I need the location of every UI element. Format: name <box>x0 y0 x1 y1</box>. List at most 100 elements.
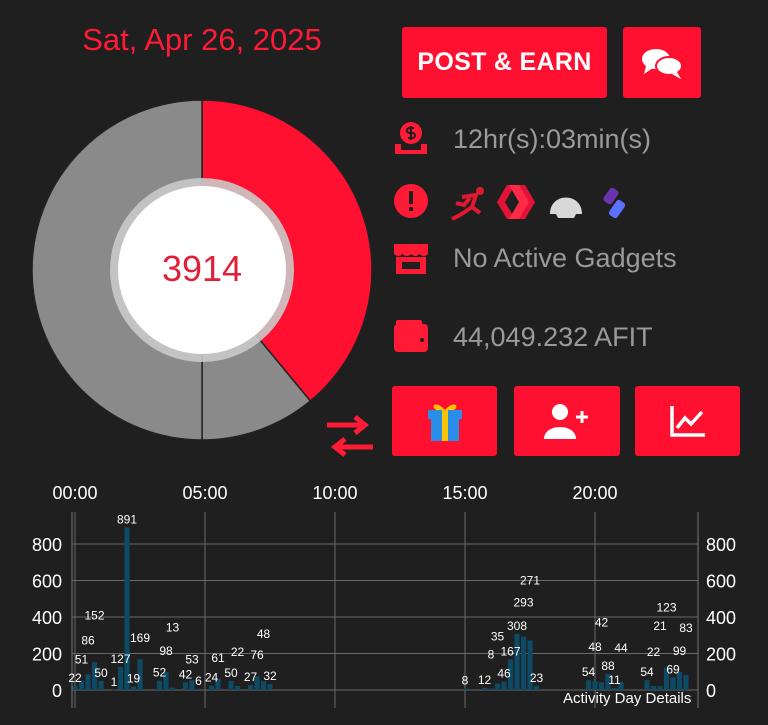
y-tick-left: 400 <box>32 608 62 628</box>
activity-bar <box>527 640 533 690</box>
activity-bar <box>644 680 650 690</box>
y-tick-right: 600 <box>706 572 736 592</box>
y-tick-left: 0 <box>52 681 62 701</box>
activity-bar <box>663 667 670 690</box>
activity-bar <box>533 685 540 690</box>
activity-bar <box>494 683 501 690</box>
activity-bar <box>657 686 663 690</box>
bar-value-label: 69 <box>666 662 680 676</box>
activity-bar <box>78 680 85 690</box>
bar-value-label: 169 <box>130 631 150 645</box>
add-friend-button[interactable] <box>514 386 620 456</box>
activity-bar <box>228 680 234 690</box>
activity-bar <box>481 687 488 690</box>
activity-bar <box>98 680 104 690</box>
activity-bar <box>91 662 98 690</box>
activity-bar <box>507 659 514 690</box>
bar-value-label: 12 <box>478 673 492 687</box>
chat-button[interactable] <box>623 27 701 98</box>
bar-value-label: 50 <box>224 666 238 680</box>
hive-icon[interactable] <box>497 185 539 219</box>
activity-bar <box>618 681 624 690</box>
donut-center <box>118 186 286 354</box>
activity-bar <box>137 659 143 690</box>
activity-bar <box>488 688 494 690</box>
bar-value-label: 123 <box>656 601 676 615</box>
bar-value-label: 52 <box>153 666 167 680</box>
activity-donut <box>31 99 373 441</box>
runner-icon[interactable] <box>450 185 490 221</box>
activity-bar <box>267 684 273 690</box>
bar-value-label: 19 <box>127 672 141 686</box>
activity-bar <box>254 676 260 690</box>
activity-bar <box>598 682 605 690</box>
bar-value-label: 54 <box>640 665 654 679</box>
bar-value-label: 22 <box>231 645 245 659</box>
bar-value-label: 127 <box>110 652 130 666</box>
bar-value-label: 61 <box>211 651 225 665</box>
activity-bar <box>611 687 618 690</box>
activity-bar <box>501 681 507 690</box>
token-logo-icon[interactable] <box>600 186 628 220</box>
y-tick-left: 800 <box>32 535 62 555</box>
gift-icon <box>427 404 462 441</box>
chat-bubbles-icon <box>642 48 683 79</box>
bar-value-label: 167 <box>500 645 520 659</box>
activity-bar <box>234 685 241 690</box>
bar-value-label: 54 <box>582 665 596 679</box>
activity-bar <box>72 685 78 690</box>
x-tick: 10:00 <box>312 483 358 503</box>
bar-value-label: 86 <box>81 633 95 647</box>
bar-value-label: 293 <box>513 596 533 610</box>
bar-value-label: 308 <box>507 619 527 633</box>
activity-bar <box>592 681 598 690</box>
x-tick: 05:00 <box>182 483 228 503</box>
bar-value-label: 42 <box>179 667 193 681</box>
steps-count: 3914 <box>161 248 243 289</box>
activity-bar <box>650 685 657 690</box>
bar-value-label: 24 <box>205 671 219 685</box>
bar-value-label: 891 <box>117 512 137 526</box>
stats-button[interactable] <box>635 386 740 456</box>
coin-deposit-icon <box>395 122 427 154</box>
gift-button[interactable] <box>392 386 497 456</box>
swap-arrows-icon[interactable] <box>325 413 375 459</box>
alert-icon <box>394 184 428 218</box>
bar-value-label: 22 <box>647 645 661 659</box>
bar-value-label: 23 <box>530 671 544 685</box>
bar-value-label: 99 <box>673 644 687 658</box>
helmet-icon[interactable] <box>548 186 584 218</box>
bar-value-label: 98 <box>159 644 173 658</box>
shop-icon <box>394 244 428 274</box>
bar-value-label: 6 <box>195 674 202 688</box>
y-tick-right: 0 <box>706 681 716 701</box>
activity-bar <box>215 678 221 690</box>
activity-bar <box>189 680 195 690</box>
activity-bar <box>520 636 527 690</box>
activity-bar <box>683 674 689 690</box>
y-tick-right: 200 <box>706 645 736 665</box>
bar-value-label: 53 <box>185 652 199 666</box>
activity-bar <box>195 688 202 690</box>
y-tick-left: 600 <box>32 572 62 592</box>
bar-value-label: 50 <box>94 666 108 680</box>
activity-bar <box>169 687 176 690</box>
chart-legend: Activity Day Details <box>563 690 692 707</box>
activity-bar <box>130 686 137 690</box>
gadgets-text: No Active Gadgets <box>453 243 677 273</box>
bar-value-label: 83 <box>679 621 693 635</box>
activity-bar <box>514 633 520 690</box>
bar-value-label: 27 <box>244 670 258 684</box>
activity-bar <box>111 689 117 691</box>
bar-value-label: 42 <box>595 615 609 629</box>
activity-bar <box>585 680 592 690</box>
bar-value-label: 21 <box>653 619 667 633</box>
bar-value-label: 1 <box>111 675 118 689</box>
post-earn-button[interactable]: POST & EARN <box>402 27 607 98</box>
bar-value-label: 44 <box>614 641 628 655</box>
x-tick: 15:00 <box>442 483 488 503</box>
bar-value-label: 11 <box>608 673 621 687</box>
activity-bar <box>605 673 611 690</box>
add-user-icon <box>544 404 588 439</box>
